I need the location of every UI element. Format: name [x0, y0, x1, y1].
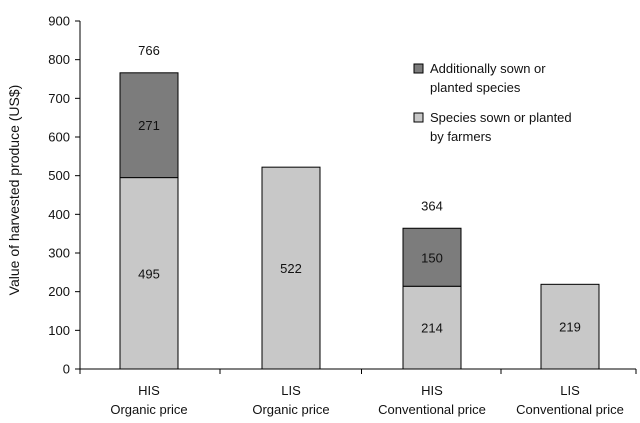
- legend-label: Additionally sown or: [430, 61, 546, 76]
- x-tick-label: LIS: [281, 383, 301, 398]
- y-tick-label: 700: [48, 91, 70, 106]
- bar-segment: [402, 285, 462, 370]
- x-tick-label: Conventional price: [516, 402, 624, 417]
- y-tick-label: 100: [48, 323, 70, 338]
- x-tick-label: LIS: [560, 383, 580, 398]
- total-label: 364: [421, 198, 443, 213]
- x-tick-label: Organic price: [110, 402, 187, 417]
- legend-swatch: [413, 112, 424, 123]
- legend-label: Species sown or planted: [430, 110, 572, 125]
- bar-segment: [119, 177, 179, 370]
- data-label: 271: [138, 118, 160, 133]
- data-label: 214: [421, 321, 443, 336]
- legend-label: planted species: [430, 80, 521, 95]
- bar-segment: [261, 166, 321, 370]
- x-tick-label: Organic price: [252, 402, 329, 417]
- legend-label: by farmers: [430, 129, 492, 144]
- x-tick-label: Conventional price: [378, 402, 486, 417]
- x-tick-label: HIS: [421, 383, 443, 398]
- bar-segment: [540, 283, 600, 370]
- y-tick-label: 900: [48, 14, 70, 29]
- legend-swatch: [413, 63, 424, 74]
- data-label: 522: [280, 261, 302, 276]
- y-tick-label: 0: [63, 362, 70, 377]
- data-label: 150: [421, 250, 443, 265]
- plot-area: 0 100 200 300 400 500 600 700 800 900 HIS Organic p…: [48, 14, 637, 417]
- bar-segment: [119, 72, 179, 179]
- y-tick-label: 200: [48, 284, 70, 299]
- y-tick-label: 500: [48, 168, 70, 183]
- data-label: 219: [559, 320, 581, 335]
- y-tick-label: 300: [48, 246, 70, 261]
- legend: Additionally sown or planted species Speci…: [413, 61, 572, 144]
- data-label: 495: [138, 266, 160, 281]
- y-axis-title: Value of harvested produce (US$): [6, 85, 22, 296]
- x-tick-label: HIS: [138, 383, 160, 398]
- y-tick-label: 400: [48, 207, 70, 222]
- total-label: 766: [138, 43, 160, 58]
- bar-segment: [402, 227, 462, 287]
- y-tick-label: 800: [48, 52, 70, 67]
- y-tick-label: 600: [48, 130, 70, 145]
